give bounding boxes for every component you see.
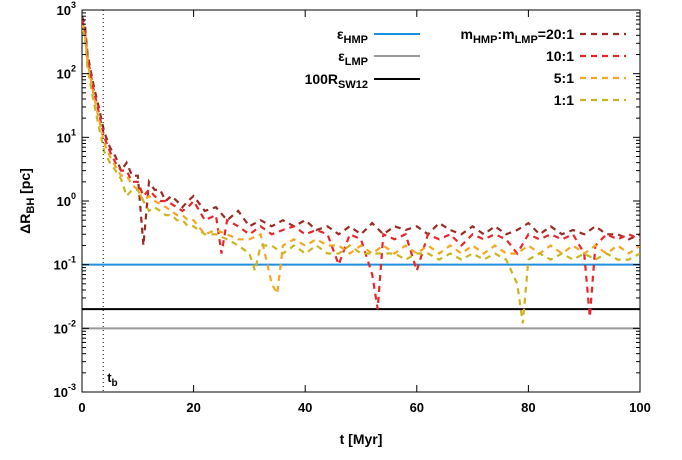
legend-label-ref-0: εHMP [337, 26, 368, 46]
legend-header-ratio: =20:1 [538, 26, 574, 42]
x-tick-label: 40 [298, 400, 312, 415]
series-line-10-1 [82, 19, 640, 318]
x-tick-label: 100 [629, 400, 651, 415]
y-tick-exponent: 1 [71, 127, 76, 137]
legend-label-series-2: 5:1 [554, 70, 574, 86]
legend-label-main: ε [337, 26, 344, 42]
y-axis-label-unit: [pc] [17, 168, 33, 198]
y-tick-exponent: 3 [71, 0, 76, 10]
y-tick-label: 10-2 [54, 318, 76, 336]
y-axis-label-sub: BH [25, 198, 37, 214]
series-line-5-1 [82, 23, 640, 298]
y-tick-base: 10 [57, 3, 71, 18]
legend-label-ref-2: 100RSW12 [305, 71, 368, 91]
x-tick-label: 20 [186, 400, 200, 415]
tb-label-sub: b [112, 378, 118, 389]
tb-label-main: t [107, 370, 112, 385]
legend-label-ref-1: εLMP [338, 48, 368, 68]
x-tick-label: 80 [521, 400, 535, 415]
series-line-20-1 [82, 15, 640, 246]
y-tick-label: 10-3 [54, 382, 76, 400]
y-axis-label-main: ΔR [17, 214, 33, 234]
y-tick-exponent: 0 [71, 191, 76, 201]
y-tick-label: 103 [57, 0, 76, 18]
y-tick-label: 102 [57, 64, 76, 82]
y-tick-base: 10 [57, 67, 71, 82]
tb-label: tb [107, 370, 117, 389]
y-tick-exponent: -2 [68, 318, 76, 328]
legend-label-series-1: 10:1 [546, 48, 574, 64]
legend-label-series-3: 1:1 [554, 92, 574, 108]
y-tick-exponent: 2 [71, 64, 76, 74]
legend-label-main: 100R [305, 71, 338, 87]
y-axis-label: ΔRBH [pc] [17, 168, 37, 234]
x-tick-label: 60 [410, 400, 424, 415]
series-line-1-1 [82, 28, 640, 324]
legend-label-main: ε [338, 48, 345, 64]
legend-label-sub: SW12 [338, 79, 368, 91]
y-tick-label: 100 [57, 191, 76, 209]
legend-header-m: m [461, 26, 473, 42]
y-tick-base: 10 [57, 194, 71, 209]
y-tick-label: 10-1 [54, 255, 76, 273]
y-tick-base: 10 [54, 321, 68, 336]
legend-label-sub: LMP [345, 56, 368, 68]
legend-header-hmp: HMP [473, 34, 497, 46]
legend-label-sub: HMP [344, 34, 368, 46]
y-tick-base: 10 [54, 258, 68, 273]
legend-header-colon-m: :m [497, 26, 514, 42]
y-tick-base: 10 [54, 385, 68, 400]
x-tick-label: 0 [78, 400, 85, 415]
legend-label-series-0: mHMP:mLMP=20:1 [461, 26, 575, 46]
y-tick-exponent: -3 [68, 382, 76, 392]
y-tick-base: 10 [57, 130, 71, 145]
x-axis-label: t [Myr] [340, 431, 383, 447]
legend-header-lmp: LMP [515, 34, 538, 46]
y-tick-exponent: -1 [68, 255, 76, 265]
y-tick-label: 101 [57, 127, 76, 145]
